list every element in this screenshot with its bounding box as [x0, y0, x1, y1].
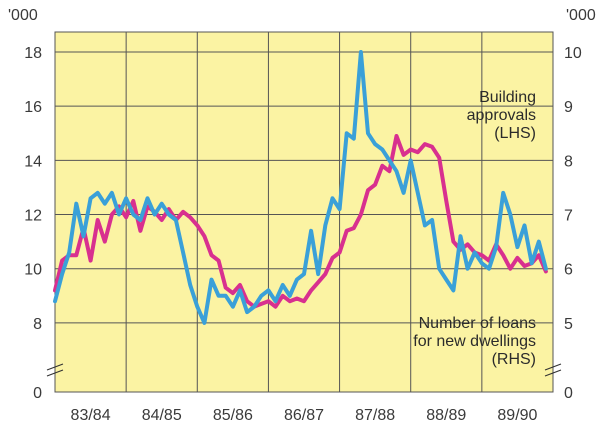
- series-line-number-of-loans: [53, 50, 548, 325]
- plot-background: [54, 31, 554, 393]
- x-tick-label: 89/90: [497, 407, 537, 424]
- right-tick-label: 6: [564, 262, 573, 279]
- annotation-line: (RHS): [492, 351, 536, 368]
- x-tick-label: 85/86: [213, 407, 253, 424]
- annotation-line: Number of loans: [419, 315, 536, 332]
- x-tick-label: 83/84: [71, 407, 111, 424]
- right-tick-label: 9: [564, 99, 573, 116]
- right-tick-label: 7: [564, 208, 573, 225]
- annotation-line: Building: [479, 89, 536, 106]
- left-tick-label: 8: [33, 316, 42, 333]
- x-tick-label: 87/88: [355, 407, 395, 424]
- right-tick-label: 10: [564, 45, 582, 62]
- left-axis-break-mark: [46, 363, 64, 377]
- x-tick-label: 86/87: [284, 407, 324, 424]
- left-tick-label: 10: [24, 262, 42, 279]
- x-tick-label: 84/85: [142, 407, 182, 424]
- left-tick-label-zero: 0: [33, 385, 42, 402]
- right-tick-label: 8: [564, 153, 573, 170]
- right-axis-break-mark: [544, 363, 562, 377]
- right-tick-label-zero: 0: [564, 385, 573, 402]
- left-tick-label: 12: [24, 208, 42, 225]
- left-axis-unit-label: '000: [8, 7, 38, 24]
- right-axis: 5 6 7 8 9 10 0: [544, 45, 582, 402]
- left-tick-label: 14: [24, 153, 42, 170]
- annotation-line: approvals: [467, 107, 536, 124]
- annotation-line: (LHS): [494, 125, 536, 142]
- left-axis: 8 10 12 14 16 18 0: [24, 45, 64, 402]
- right-tick-label: 5: [564, 316, 573, 333]
- x-tick-label: 88/89: [426, 407, 466, 424]
- annotation-line: for new dwellings: [413, 333, 536, 350]
- right-axis-unit-label: '000: [566, 7, 596, 24]
- left-tick-label: 18: [24, 45, 42, 62]
- x-axis: 83/84 84/85 85/86 86/87 87/88 88/89 89/90: [71, 407, 538, 424]
- series: [53, 50, 548, 325]
- left-tick-label: 16: [24, 99, 42, 116]
